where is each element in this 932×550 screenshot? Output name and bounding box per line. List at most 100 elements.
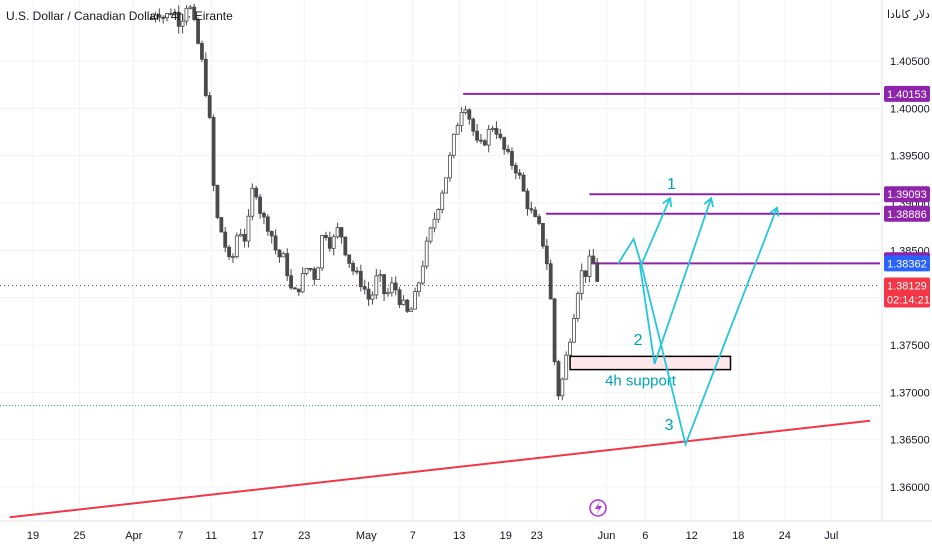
level-price-tag: 1.38886 [887,209,927,221]
candle-body [149,17,154,20]
drawing-annotations: 4h support 1 2 3 [9,176,871,519]
chart-grid [0,0,880,520]
candle-body [355,270,359,273]
candle-body [463,109,468,113]
flash-icon[interactable] [589,499,607,517]
time-tick-label: 13 [453,530,465,542]
price-tick-label: 1.37500 [890,340,930,352]
candle-body [246,215,251,242]
candle-body [448,154,452,179]
time-tick-label: Apr [125,530,142,542]
time-axis[interactable]: 19 25 Apr 7 11 17 23 May 7 13 19 23 Jun 6 12 18 24 Jul [0,520,932,542]
scenario-label: 2 [634,332,643,349]
candle-body [335,227,340,238]
level-price-tag-bg [884,255,930,272]
candle-body [219,217,224,233]
candle-body [467,109,472,120]
candle-body [192,6,197,20]
candle-body [486,129,491,146]
candle-body [579,270,584,295]
last-price-tag: 1.38129 [887,280,927,292]
candle-body [296,288,301,293]
candle-body [250,187,255,217]
candle-body [200,42,204,60]
candle-body [587,255,592,277]
candle-body [242,234,247,242]
candle-body [273,235,278,251]
price-tick-label: 1.38500 [890,245,930,257]
price-tick-label: 1.36500 [890,435,930,447]
candle-body [285,253,290,277]
candle-body [262,213,266,218]
candle-body [312,268,317,280]
candle-body [347,254,352,264]
scenario-path [617,197,671,268]
candle-body [401,299,406,305]
candle-body [517,172,522,176]
candle-body [455,125,460,135]
candle-body [165,13,169,19]
candle-body [420,265,425,284]
price-tick-label: 1.40500 [890,56,930,68]
candle-body [304,267,309,274]
candle-body [207,95,212,118]
scenario-label: 3 [665,417,674,434]
candle-body [203,58,208,96]
support-zone-label: 4h support [605,373,677,390]
candle-body [482,140,487,146]
candle-body [382,274,386,295]
candle-body [234,235,239,257]
candle-body [405,299,410,312]
candle-body [459,112,464,126]
candle-body [560,378,565,397]
time-tick-label: 17 [252,530,264,542]
candle-body [215,185,220,218]
candlestick-series [149,3,600,401]
candle-body [316,267,321,280]
candle-body [502,137,507,150]
price-axis[interactable]: 1.360001.365001.370001.375001.380001.385… [881,0,930,520]
candle-body [490,127,495,130]
last-price-tag-bg [884,277,930,308]
candle-body [308,267,313,270]
candle-body [386,292,390,295]
countdown-label: 02:14:21 [887,294,930,306]
candle-body [568,341,572,356]
candle-body [564,354,569,380]
level-price-tag: 1.40153 [887,89,927,101]
price-tick-label: 1.39500 [890,151,930,163]
candle-body [370,294,375,300]
candle-body [413,291,417,310]
level-price-tag-bg [884,85,930,102]
candle-body [184,7,189,22]
candle-body [424,240,429,267]
candle-body [300,273,305,293]
candle-body [529,208,534,211]
candle-body [595,262,600,282]
candle-body [572,318,576,343]
candle-body [479,139,483,142]
candle-body [172,11,177,15]
candle-body [238,234,243,237]
price-tick-label: 1.40000 [890,103,930,115]
candle-body [494,127,499,135]
time-tick-label: 19 [500,530,512,542]
time-tick-label: 25 [73,530,85,542]
scenario-arrowhead [703,196,714,208]
candle-body [351,262,355,272]
candle-body [417,282,421,292]
candle-body [544,245,549,265]
candle-body [432,218,437,229]
candle-body [513,165,518,174]
candle-body [397,289,402,305]
level-price-tag: 1.39093 [887,189,927,201]
candle-body [510,151,514,166]
time-tick-label: 19 [27,530,39,542]
candle-body [428,227,433,242]
candle-body [161,16,166,19]
candle-body [533,209,538,218]
candle-body [591,255,596,264]
time-tick-label: 18 [732,530,744,542]
time-tick-label: Jun [598,530,616,542]
